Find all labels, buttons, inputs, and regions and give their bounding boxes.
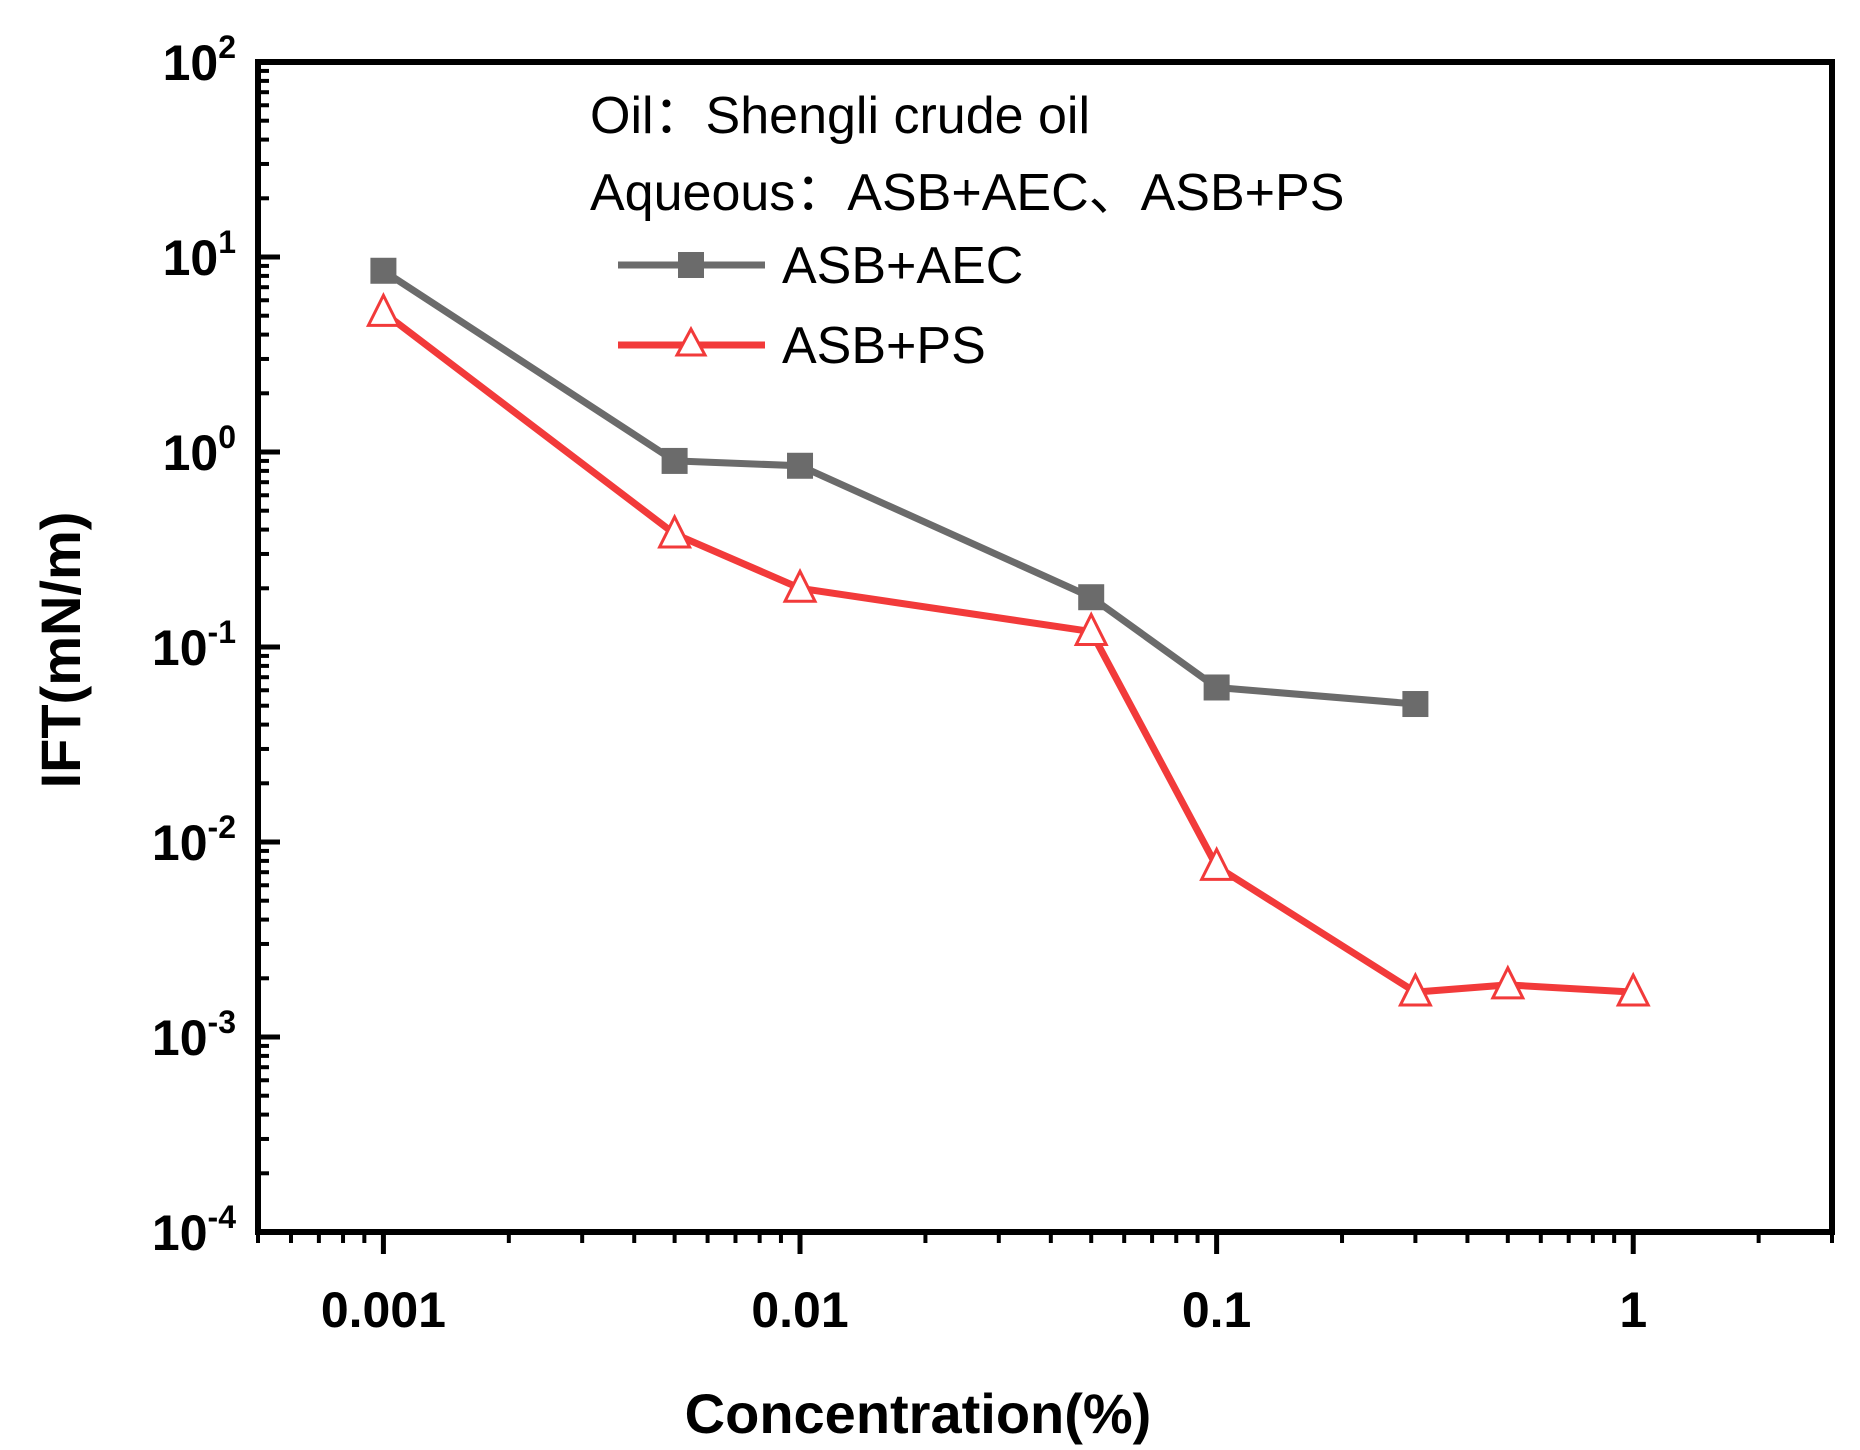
y-tick-exponent: 1	[218, 224, 236, 260]
data-point-asb-ps	[657, 513, 693, 549]
series-asb-aec	[381, 267, 1416, 708]
data-point-asb-ps	[1073, 611, 1109, 647]
axis-layer	[255, 59, 1835, 1254]
series-line-asb-ps	[381, 309, 1634, 996]
series-line-asb-aec	[381, 267, 1416, 708]
y-tick-exponent: 2	[218, 29, 236, 65]
x-tick-label: 1	[1619, 1282, 1647, 1338]
y-tick-base: 10	[163, 425, 219, 481]
legend-label-asb-ps: ASB+PS	[782, 317, 986, 375]
data-point-asb-ps	[365, 292, 401, 327]
y-tick-label: 102	[163, 29, 236, 91]
y-tick-label: 10-4	[152, 1199, 236, 1261]
data-point-asb-aec	[1078, 584, 1105, 611]
annotation-aqueous: Aqueous：ASB+AEC、ASB+PS	[590, 164, 1344, 222]
y-tick-base: 10	[152, 815, 208, 871]
series-markers-asb-ps	[365, 292, 1651, 1007]
legend-marker-asb-aec	[678, 252, 704, 278]
y-axis-title: IFT(mN/m)	[29, 512, 92, 789]
y-tick-exponent: -2	[208, 809, 236, 845]
y-tick-base: 10	[152, 1205, 208, 1261]
annotation-oil: Oil：Shengli crude oil	[590, 87, 1090, 145]
data-point-asb-aec	[787, 452, 814, 479]
y-tick-exponent: -1	[208, 614, 236, 650]
data-point-asb-ps	[1199, 846, 1235, 881]
data-point-asb-ps	[1490, 964, 1526, 1000]
legend-marker-asb-ps	[674, 325, 708, 357]
x-axis-title: Concentration(%)	[685, 1382, 1152, 1445]
x-tick-label: 0.01	[751, 1282, 848, 1338]
y-tick-exponent: -4	[208, 1199, 237, 1235]
data-point-asb-aec	[1402, 691, 1429, 718]
data-point-asb-ps	[782, 567, 818, 603]
data-point-asb-aec	[661, 447, 688, 474]
series-asb-ps	[381, 309, 1634, 996]
y-tick-base: 10	[163, 35, 219, 91]
x-tick-label: 0.1	[1182, 1282, 1252, 1338]
data-point-asb-aec	[370, 257, 397, 284]
series-layer	[365, 257, 1651, 1007]
y-tick-exponent: -3	[208, 1004, 236, 1040]
y-tick-base: 10	[152, 1010, 208, 1066]
y-tick-label: 101	[163, 224, 236, 286]
y-tick-label: 100	[163, 419, 236, 481]
y-tick-base: 10	[163, 230, 219, 286]
y-tick-exponent: 0	[218, 419, 236, 455]
y-tick-base: 10	[152, 620, 208, 676]
y-tick-label: 10-2	[152, 809, 236, 871]
y-tick-label: 10-3	[152, 1004, 236, 1066]
y-tick-label: 10-1	[152, 614, 236, 676]
data-point-asb-ps	[1397, 971, 1433, 1007]
data-point-asb-aec	[1203, 674, 1230, 701]
data-point-asb-ps	[1615, 971, 1651, 1007]
legend-label-asb-aec: ASB+AEC	[782, 237, 1023, 295]
series-markers-asb-aec	[370, 257, 1429, 718]
x-tick-label: 0.001	[321, 1282, 446, 1338]
legend: ASB+AEC ASB+PS	[618, 237, 1023, 375]
